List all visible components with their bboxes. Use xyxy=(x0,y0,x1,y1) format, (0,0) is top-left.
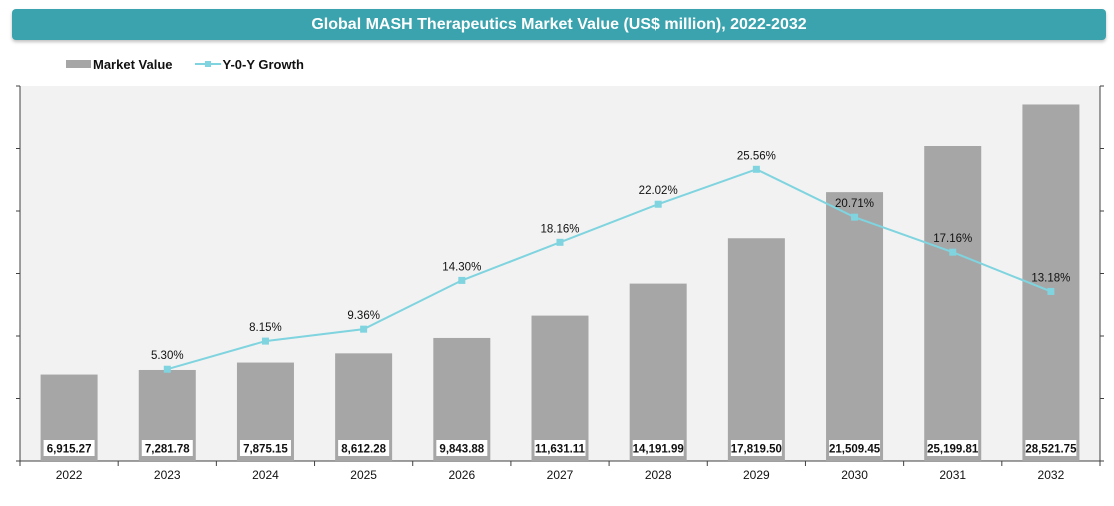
bar-market-value xyxy=(826,192,884,461)
x-tick-label: 2029 xyxy=(743,468,770,482)
bar-value-label: 7,875.15 xyxy=(243,444,288,456)
legend-item-market-value: Market Value xyxy=(66,57,173,72)
bar-label-background xyxy=(239,440,291,456)
bar-value-label: 14,191.99 xyxy=(633,444,684,456)
line-point-yoy-growth xyxy=(163,365,171,373)
x-tick-label: 2030 xyxy=(841,468,868,482)
bar-label-background xyxy=(829,440,881,456)
x-tick-label: 2024 xyxy=(252,468,279,482)
legend-swatch-bar xyxy=(66,60,91,68)
bar-label-background xyxy=(338,440,390,456)
bar-label-background xyxy=(1025,440,1077,456)
x-tick-label: 2027 xyxy=(547,468,574,482)
bar-market-value xyxy=(1022,104,1080,462)
bar-market-value xyxy=(629,283,687,461)
line-point-yoy-growth xyxy=(556,238,564,246)
line-point-yoy-growth xyxy=(654,200,662,208)
bar-label-background xyxy=(534,440,586,456)
x-tick-label: 2022 xyxy=(56,468,83,482)
line-point-yoy-growth xyxy=(360,325,368,333)
legend-swatch-line xyxy=(194,59,221,69)
line-data-label: 22.02% xyxy=(639,185,678,197)
bar-value-label: 8,612.28 xyxy=(341,444,386,456)
line-data-label: 5.30% xyxy=(151,350,184,362)
line-point-yoy-growth xyxy=(851,213,859,221)
line-yoy-growth xyxy=(166,168,1052,371)
line-data-label: 13.18% xyxy=(1031,272,1070,284)
bar-label-background xyxy=(141,440,193,456)
x-tick-label: 2023 xyxy=(154,468,181,482)
bar-value-label: 17,819.50 xyxy=(731,444,782,456)
line-data-label: 25.56% xyxy=(737,150,776,162)
bar-label-background xyxy=(43,440,95,456)
x-tick-label: 2032 xyxy=(1038,468,1065,482)
bar-label-background xyxy=(632,440,684,456)
legend-label-market-value: Market Value xyxy=(93,56,173,72)
line-point-yoy-growth xyxy=(458,276,466,284)
bar-value-label: 7,281.78 xyxy=(145,444,190,456)
bar-value-label: 25,199.81 xyxy=(927,444,979,456)
line-data-label: 9.36% xyxy=(347,310,380,322)
line-data-label: 14.30% xyxy=(442,261,481,273)
x-tick-label: 2028 xyxy=(645,468,672,482)
bar-label-background xyxy=(730,440,782,456)
line-data-label: 8.15% xyxy=(249,322,282,334)
line-point-yoy-growth xyxy=(752,165,760,173)
line-point-yoy-growth xyxy=(1047,287,1055,295)
bar-label-background xyxy=(927,440,979,456)
bar-value-label: 28,521.75 xyxy=(1025,444,1077,456)
bar-market-value xyxy=(531,315,589,461)
line-data-label: 17.16% xyxy=(933,233,972,245)
bar-value-label: 6,915.27 xyxy=(47,444,92,456)
line-data-label: 18.16% xyxy=(540,223,579,235)
bar-market-value xyxy=(924,146,982,461)
x-tick-label: 2031 xyxy=(939,468,966,482)
bar-market-value xyxy=(727,238,785,461)
line-data-label: 20.71% xyxy=(835,198,874,210)
legend-label-yoy-growth: Y-0-Y Growth xyxy=(222,56,304,72)
legend: Market Value Y-0-Y Growth xyxy=(66,55,326,73)
chart-title: Global MASH Therapeutics Market Value (U… xyxy=(12,9,1106,40)
line-point-yoy-growth xyxy=(949,248,957,256)
x-tick-label: 2025 xyxy=(350,468,377,482)
bar-label-background xyxy=(436,440,488,456)
bar-value-label: 11,631.11 xyxy=(535,444,585,456)
bar-value-label: 21,509.45 xyxy=(829,444,881,456)
legend-item-yoy-growth: Y-0-Y Growth xyxy=(194,56,304,72)
x-tick-label: 2026 xyxy=(448,468,475,482)
bar-value-label: 9,843.88 xyxy=(439,444,484,456)
line-point-yoy-growth xyxy=(261,337,269,345)
